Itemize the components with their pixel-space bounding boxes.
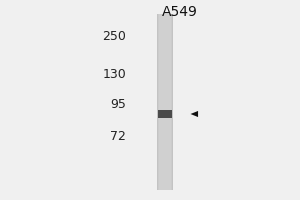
Bar [172,14,173,190]
Bar [158,110,172,118]
Text: 95: 95 [110,98,126,110]
Text: 72: 72 [110,130,126,142]
Polygon shape [190,111,198,117]
Text: A549: A549 [162,5,198,19]
Bar [157,14,159,190]
Text: 250: 250 [102,29,126,43]
Bar [171,14,173,190]
Text: 130: 130 [102,68,126,80]
Bar [157,14,158,190]
Bar [157,14,173,190]
